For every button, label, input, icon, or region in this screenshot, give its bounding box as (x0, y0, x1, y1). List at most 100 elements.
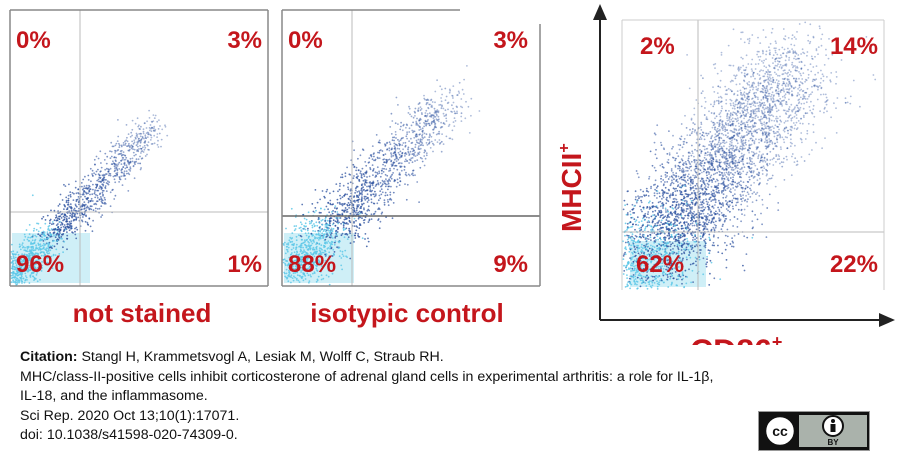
scatter-point (38, 266, 40, 268)
scatter-point (397, 158, 400, 161)
scatter-point (777, 131, 780, 133)
scatter-point (319, 271, 322, 273)
scatter-point (445, 113, 448, 116)
scatter-point (304, 258, 307, 260)
scatter-point (747, 96, 750, 98)
scatter-point (794, 80, 797, 83)
scatter-point (64, 214, 67, 217)
scatter-point (129, 157, 132, 160)
scatter-point (747, 193, 750, 196)
scatter-point (379, 175, 382, 178)
scatter-point (430, 104, 433, 107)
scatter-point (346, 208, 349, 211)
scatter-point (52, 231, 55, 234)
scatter-point (129, 166, 132, 169)
scatter-point (133, 148, 136, 151)
scatter-point (741, 57, 744, 60)
scatter-point (689, 263, 692, 266)
quadrant-label-lower-left: 96% (16, 251, 64, 278)
scatter-point (150, 134, 153, 137)
scatter-point (443, 123, 446, 125)
scatter-point (798, 23, 801, 25)
scatter-point (371, 181, 374, 184)
scatter-point (434, 111, 437, 114)
scatter-point (793, 44, 796, 47)
scatter-point (320, 219, 323, 222)
scatter-point (305, 246, 308, 249)
scatter-point (353, 175, 355, 177)
scatter-point (318, 239, 320, 241)
scatter-point (445, 120, 448, 122)
scatter-point (341, 212, 344, 215)
scatter-point (336, 231, 339, 233)
scatter-point (396, 178, 399, 181)
scatter-point (429, 103, 432, 106)
scatter-point (729, 89, 732, 91)
scatter-point (634, 228, 636, 231)
scatter-point (327, 229, 330, 232)
scatter-point (672, 134, 674, 137)
scatter-point (440, 150, 443, 153)
scatter-point (28, 264, 31, 267)
scatter-point (703, 156, 706, 159)
scatter-point (63, 204, 66, 206)
scatter-point (320, 265, 323, 267)
scatter-point (622, 208, 625, 211)
scatter-point (103, 174, 106, 177)
scatter-point (348, 198, 350, 201)
scatter-point (426, 114, 429, 117)
scatter-point (57, 223, 59, 225)
quadrant-label-lower-right: 1% (227, 251, 262, 278)
scatter-point (358, 179, 361, 181)
scatter-point (674, 271, 677, 273)
scatter-point (693, 224, 696, 227)
scatter-point (446, 102, 449, 105)
scatter-point (800, 102, 803, 105)
scatter-point (146, 144, 148, 146)
scatter-point (709, 131, 712, 133)
scatter-point (421, 142, 424, 145)
scatter-point (741, 160, 744, 163)
scatter-point (390, 155, 393, 158)
scatter-point (285, 272, 288, 275)
scatter-point (142, 128, 145, 131)
scatter-point (298, 281, 301, 283)
scatter-point (302, 279, 305, 282)
scatter-point (324, 242, 327, 245)
scatter-point (101, 214, 104, 217)
scatter-point (303, 239, 306, 242)
scatter-point (299, 221, 302, 224)
scatter-point (115, 165, 117, 167)
scatter-point (313, 241, 315, 243)
scatter-point (14, 262, 17, 264)
scatter-point (797, 57, 800, 60)
scatter-point (817, 71, 819, 74)
scatter-point (786, 147, 789, 150)
scatter-point (90, 208, 93, 211)
scatter-point (722, 213, 725, 216)
scatter-point (105, 173, 108, 175)
scatter-point (342, 255, 345, 257)
scatter-point (26, 238, 29, 241)
scatter-point (662, 147, 665, 150)
scatter-point (423, 164, 426, 167)
scatter-point (21, 246, 24, 249)
scatter-point (57, 239, 60, 241)
scatter-point (699, 201, 702, 204)
scatter-point (742, 86, 744, 89)
scatter-point (478, 110, 481, 112)
scatter-point (290, 281, 292, 284)
scatter-point (752, 100, 755, 103)
scatter-point (809, 109, 812, 112)
scatter-point (15, 260, 18, 263)
scatter-point (132, 142, 135, 145)
scatter-point (394, 131, 397, 133)
scatter-point (352, 163, 355, 166)
scatter-point (41, 251, 44, 253)
scatter-point (32, 275, 35, 278)
scatter-point (282, 243, 285, 245)
scatter-point (640, 199, 642, 202)
scatter-point (30, 246, 33, 248)
scatter-point (777, 99, 779, 102)
scatter-point (362, 219, 365, 222)
